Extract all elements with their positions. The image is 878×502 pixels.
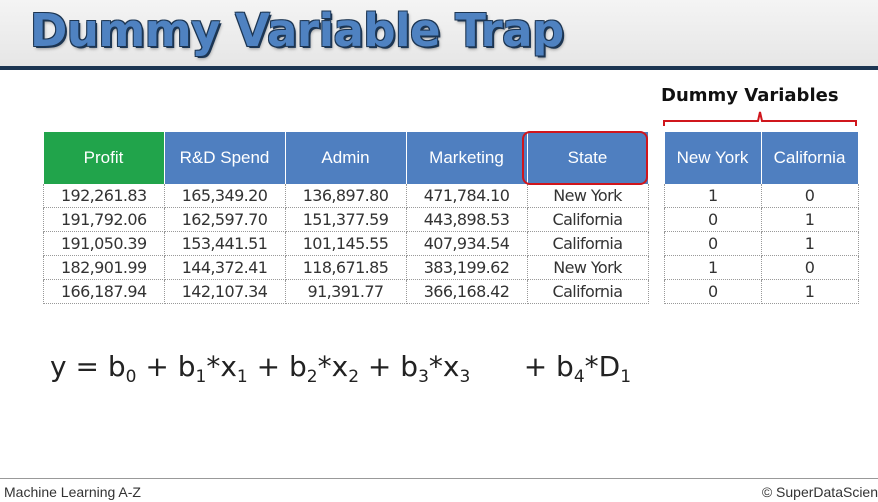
eq-sub-x1: 1 xyxy=(236,367,248,387)
cell-profit: 182,901.99 xyxy=(43,255,165,280)
table-row: 192,261.83 165,349.20 136,897.80 471,784… xyxy=(43,184,649,208)
cell-new-york: 0 xyxy=(664,279,762,304)
table-row: 0 1 xyxy=(664,207,859,232)
eq-sub-d: 1 xyxy=(620,367,632,387)
eq-x3: *x xyxy=(428,350,460,383)
eq-x1: *x xyxy=(206,350,237,383)
regression-equation: y = b0 + b1*x1 + b2*x2 + b3*x3 + b4*D1 xyxy=(50,350,631,387)
cell-state: California xyxy=(527,279,649,304)
slide-title: Dummy Variable Trap xyxy=(30,4,564,57)
header-state: State xyxy=(527,132,649,184)
cell-rd-spend: 144,372.41 xyxy=(164,255,286,280)
cell-admin: 91,391.77 xyxy=(285,279,407,304)
cell-admin: 101,145.55 xyxy=(285,231,407,256)
table-row: 0 1 xyxy=(664,231,859,256)
eq-y: y xyxy=(50,350,67,383)
eq-equals-b: = b xyxy=(66,350,126,383)
eq-sub-1: 1 xyxy=(195,367,207,387)
footer-divider xyxy=(0,478,878,479)
eq-sub-x3: 3 xyxy=(459,367,471,387)
eq-sub-2: 2 xyxy=(306,367,318,387)
table-row: 191,792.06 162,597.70 151,377.59 443,898… xyxy=(43,207,649,232)
header-california: California xyxy=(761,132,859,184)
footer-copyright: © SuperDataScien xyxy=(761,484,878,500)
dummy-variables-table: New York California 1 0 0 1 0 1 1 0 0 1 xyxy=(664,132,859,304)
cell-profit: 191,050.39 xyxy=(43,231,165,256)
cell-state: California xyxy=(527,207,649,232)
eq-plus-b4: + b xyxy=(470,350,574,383)
eq-sub-0: 0 xyxy=(125,367,137,387)
cell-marketing: 443,898.53 xyxy=(406,207,528,232)
cell-admin: 136,897.80 xyxy=(285,184,407,208)
table-row: 1 0 xyxy=(664,255,859,280)
cell-new-york: 0 xyxy=(664,231,762,256)
header-divider xyxy=(0,66,878,70)
cell-admin: 118,671.85 xyxy=(285,255,407,280)
table-row: 191,050.39 153,441.51 101,145.55 407,934… xyxy=(43,231,649,256)
eq-x2: *x xyxy=(317,350,349,383)
cell-profit: 191,792.06 xyxy=(43,207,165,232)
eq-sub-4: 4 xyxy=(573,367,585,387)
header-admin: Admin xyxy=(285,132,407,184)
cell-rd-spend: 162,597.70 xyxy=(164,207,286,232)
table-row: 182,901.99 144,372.41 118,671.85 383,199… xyxy=(43,255,649,280)
cell-new-york: 1 xyxy=(664,184,762,208)
cell-california: 1 xyxy=(761,279,859,304)
cell-california: 0 xyxy=(761,255,859,280)
cell-california: 1 xyxy=(761,231,859,256)
cell-state: New York xyxy=(527,184,649,208)
cell-admin: 151,377.59 xyxy=(285,207,407,232)
cell-marketing: 383,199.62 xyxy=(406,255,528,280)
header-profit: Profit xyxy=(43,132,165,184)
cell-rd-spend: 142,107.34 xyxy=(164,279,286,304)
dataset-table: Profit R&D Spend Admin Marketing State 1… xyxy=(43,132,649,304)
eq-sub-3: 3 xyxy=(418,367,429,387)
eq-sub-x2: 2 xyxy=(348,367,360,387)
header-marketing: Marketing xyxy=(406,132,528,184)
table-row: 1 0 xyxy=(664,184,859,208)
header-new-york: New York xyxy=(664,132,762,184)
cell-marketing: 407,934.54 xyxy=(406,231,528,256)
cell-new-york: 0 xyxy=(664,207,762,232)
cell-marketing: 366,168.42 xyxy=(406,279,528,304)
dummy-variables-label: Dummy Variables xyxy=(661,85,839,106)
footer-course-name: Machine Learning A-Z xyxy=(4,484,141,500)
eq-plus-b1: + b xyxy=(136,350,196,383)
dummy-bracket xyxy=(663,111,857,126)
cell-marketing: 471,784.10 xyxy=(406,184,528,208)
eq-plus-b2: + b xyxy=(247,350,307,383)
cell-california: 1 xyxy=(761,207,859,232)
eq-plus-b3: + b xyxy=(359,350,419,383)
cell-profit: 166,187.94 xyxy=(43,279,165,304)
cell-state: New York xyxy=(527,255,649,280)
cell-new-york: 1 xyxy=(664,255,762,280)
slide-header xyxy=(0,0,878,66)
cell-profit: 192,261.83 xyxy=(43,184,165,208)
cell-california: 0 xyxy=(761,184,859,208)
state-column-highlight xyxy=(522,131,648,185)
cell-rd-spend: 165,349.20 xyxy=(164,184,286,208)
table-header-row: Profit R&D Spend Admin Marketing State xyxy=(43,132,649,184)
table-row: 0 1 xyxy=(664,279,859,304)
eq-d: *D xyxy=(584,350,621,383)
cell-rd-spend: 153,441.51 xyxy=(164,231,286,256)
dummy-header-row: New York California xyxy=(664,132,859,184)
table-row: 166,187.94 142,107.34 91,391.77 366,168.… xyxy=(43,279,649,304)
cell-state: California xyxy=(527,231,649,256)
header-rd-spend: R&D Spend xyxy=(164,132,286,184)
